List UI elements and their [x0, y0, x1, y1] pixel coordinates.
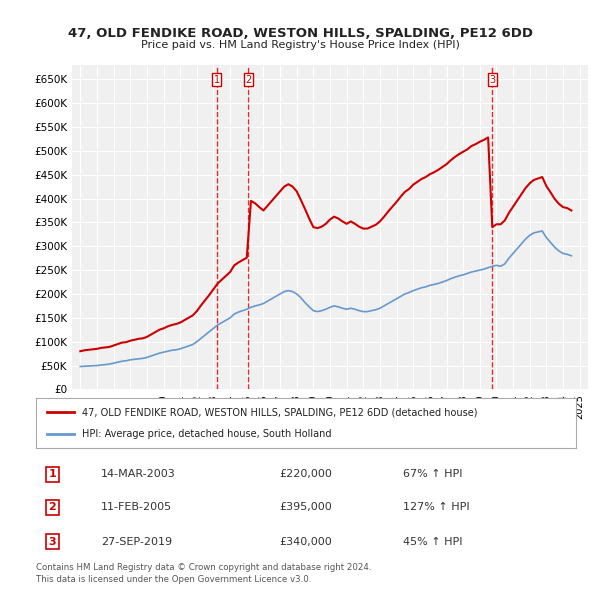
- Text: 3: 3: [489, 74, 496, 84]
- Text: 1: 1: [214, 74, 220, 84]
- Text: 47, OLD FENDIKE ROAD, WESTON HILLS, SPALDING, PE12 6DD (detached house): 47, OLD FENDIKE ROAD, WESTON HILLS, SPAL…: [82, 407, 478, 417]
- Text: 2: 2: [49, 503, 56, 513]
- Text: 27-SEP-2019: 27-SEP-2019: [101, 536, 172, 546]
- Text: £395,000: £395,000: [279, 503, 332, 513]
- Text: 67% ↑ HPI: 67% ↑ HPI: [403, 470, 463, 479]
- Text: This data is licensed under the Open Government Licence v3.0.: This data is licensed under the Open Gov…: [36, 575, 311, 584]
- Text: HPI: Average price, detached house, South Holland: HPI: Average price, detached house, Sout…: [82, 430, 331, 440]
- Text: 127% ↑ HPI: 127% ↑ HPI: [403, 503, 470, 513]
- Text: 2: 2: [245, 74, 251, 84]
- Text: 45% ↑ HPI: 45% ↑ HPI: [403, 536, 463, 546]
- Text: 1: 1: [49, 470, 56, 479]
- Text: 47, OLD FENDIKE ROAD, WESTON HILLS, SPALDING, PE12 6DD: 47, OLD FENDIKE ROAD, WESTON HILLS, SPAL…: [67, 27, 533, 40]
- Text: 11-FEB-2005: 11-FEB-2005: [101, 503, 172, 513]
- Text: 14-MAR-2003: 14-MAR-2003: [101, 470, 176, 479]
- Text: £220,000: £220,000: [279, 470, 332, 479]
- Text: Price paid vs. HM Land Registry's House Price Index (HPI): Price paid vs. HM Land Registry's House …: [140, 40, 460, 50]
- Text: 3: 3: [49, 536, 56, 546]
- Text: £340,000: £340,000: [279, 536, 332, 546]
- Text: Contains HM Land Registry data © Crown copyright and database right 2024.: Contains HM Land Registry data © Crown c…: [36, 563, 371, 572]
